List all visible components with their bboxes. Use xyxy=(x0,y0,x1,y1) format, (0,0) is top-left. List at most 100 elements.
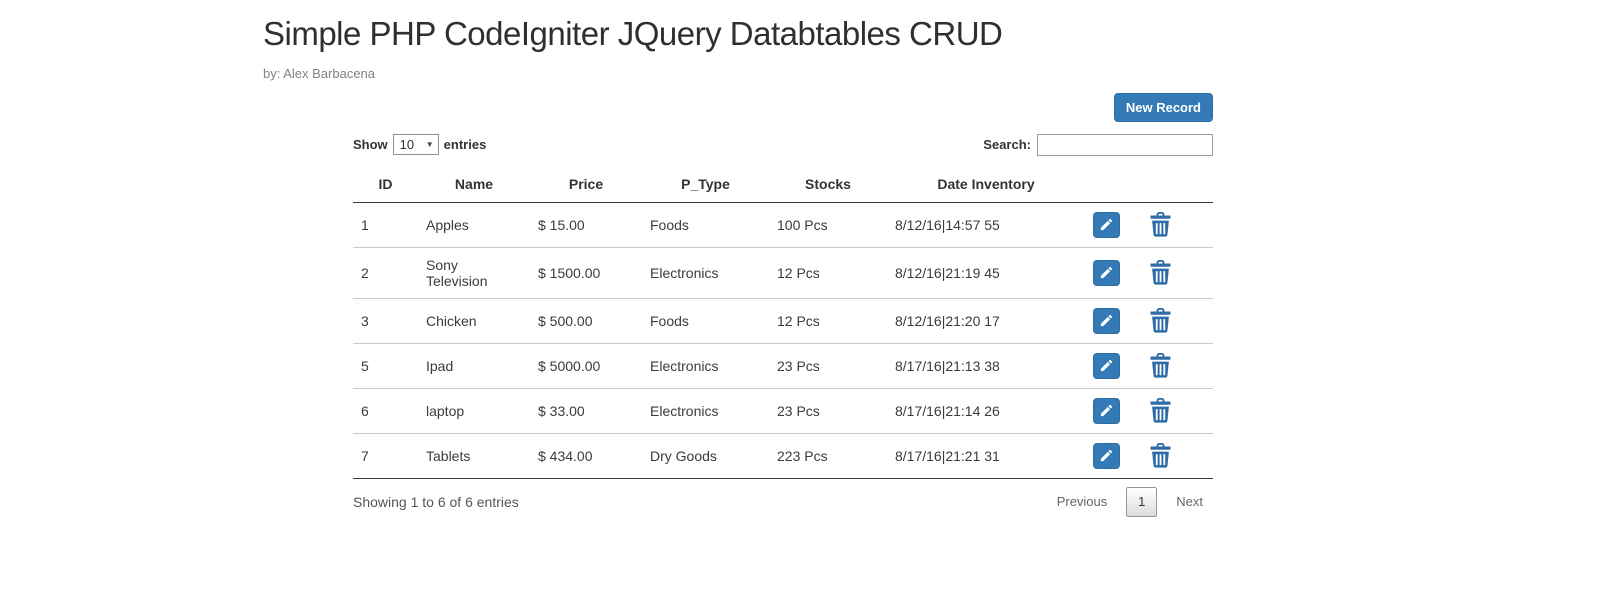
cell-name: Tablets xyxy=(418,433,530,479)
edit-button[interactable] xyxy=(1093,397,1120,424)
edit-button[interactable] xyxy=(1093,442,1120,469)
cell-date-inventory: 8/12/16|14:57 55 xyxy=(887,202,1085,248)
delete-button[interactable] xyxy=(1148,353,1174,379)
edit-button[interactable] xyxy=(1093,259,1120,286)
page-heading: Simple PHP CodeIgniter JQuery Databtable… xyxy=(263,0,1600,81)
pencil-icon xyxy=(1100,450,1113,462)
column-header-date-inventory[interactable]: Date Inventory xyxy=(887,167,1085,203)
cell-actions xyxy=(1085,247,1213,299)
table-row: 7 Tablets $ 434.00 Dry Goods 223 Pcs 8/1… xyxy=(353,433,1213,479)
cell-stocks: 23 Pcs xyxy=(769,388,887,434)
delete-button[interactable] xyxy=(1148,308,1174,334)
trash-icon xyxy=(1150,260,1171,286)
cell-name: laptop xyxy=(418,388,530,434)
search-label: Search: xyxy=(983,137,1031,153)
cell-name: Ipad xyxy=(418,343,530,389)
column-header-price[interactable]: Price xyxy=(530,167,642,203)
pencil-icon xyxy=(1100,219,1113,231)
cell-id: 7 xyxy=(353,433,418,479)
table-row: 2 Sony Television $ 1500.00 Electronics … xyxy=(353,247,1213,299)
cell-stocks: 23 Pcs xyxy=(769,343,887,389)
table-body: 1 Apples $ 15.00 Foods 100 Pcs 8/12/16|1… xyxy=(353,202,1213,479)
table-row: 6 laptop $ 33.00 Electronics 23 Pcs 8/17… xyxy=(353,388,1213,434)
products-table: ID Name Price P_Type Stocks Date Invento… xyxy=(353,167,1213,479)
delete-button[interactable] xyxy=(1148,398,1174,424)
cell-price: $ 33.00 xyxy=(530,388,642,434)
pencil-icon xyxy=(1100,315,1113,327)
cell-ptype: Foods xyxy=(642,202,769,248)
entries-label: entries xyxy=(443,137,487,153)
search-input[interactable] xyxy=(1037,133,1213,156)
edit-button[interactable] xyxy=(1093,307,1120,334)
cell-actions xyxy=(1085,202,1213,248)
delete-button[interactable] xyxy=(1148,443,1174,469)
delete-button[interactable] xyxy=(1148,212,1174,238)
chevron-down-icon: ▼ xyxy=(425,139,434,149)
cell-ptype: Dry Goods xyxy=(642,433,769,479)
page-number-button[interactable]: 1 xyxy=(1126,486,1158,517)
cell-id: 3 xyxy=(353,298,418,344)
trash-icon xyxy=(1150,398,1171,424)
cell-name: Sony Television xyxy=(418,247,530,299)
show-label: Show xyxy=(353,137,388,153)
cell-price: $ 434.00 xyxy=(530,433,642,479)
table-row: 3 Chicken $ 500.00 Foods 12 Pcs 8/12/16|… xyxy=(353,298,1213,344)
column-header-stocks[interactable]: Stocks xyxy=(769,167,887,203)
search-control: Search: xyxy=(983,133,1213,156)
column-header-id[interactable]: ID xyxy=(353,167,418,203)
cell-actions xyxy=(1085,388,1213,434)
cell-price: $ 15.00 xyxy=(530,202,642,248)
trash-icon xyxy=(1150,212,1171,238)
cell-date-inventory: 8/17/16|21:14 26 xyxy=(887,388,1085,434)
table-header: ID Name Price P_Type Stocks Date Invento… xyxy=(353,167,1213,203)
table-row: 1 Apples $ 15.00 Foods 100 Pcs 8/12/16|1… xyxy=(353,202,1213,248)
column-header-ptype[interactable]: P_Type xyxy=(642,167,769,203)
cell-price: $ 5000.00 xyxy=(530,343,642,389)
cell-name: Apples xyxy=(418,202,530,248)
previous-page-button[interactable]: Previous xyxy=(1056,494,1108,510)
trash-icon xyxy=(1150,353,1171,379)
datatable-controls: Show 10 ▼ entries Search: xyxy=(353,133,1213,156)
byline: by: Alex Barbacena xyxy=(263,65,376,81)
table-row: 5 Ipad $ 5000.00 Electronics 23 Pcs 8/17… xyxy=(353,343,1213,389)
column-header-actions xyxy=(1085,167,1213,203)
new-record-button[interactable]: New Record xyxy=(1113,92,1213,122)
edit-button[interactable] xyxy=(1093,211,1120,238)
entries-select-value: 10 xyxy=(399,137,415,153)
entries-info: Showing 1 to 6 of 6 entries xyxy=(353,493,519,510)
pencil-icon xyxy=(1100,267,1113,279)
table-footer: Showing 1 to 6 of 6 entries Previous 1 N… xyxy=(353,484,1213,520)
pencil-icon xyxy=(1100,360,1113,372)
pagination: Previous 1 Next xyxy=(1047,486,1213,517)
cell-id: 5 xyxy=(353,343,418,389)
edit-button[interactable] xyxy=(1093,352,1120,379)
cell-date-inventory: 8/17/16|21:21 31 xyxy=(887,433,1085,479)
entries-length-control: Show 10 ▼ entries xyxy=(353,134,487,156)
trash-icon xyxy=(1150,443,1171,469)
cell-actions xyxy=(1085,343,1213,389)
cell-id: 1 xyxy=(353,202,418,248)
cell-date-inventory: 8/17/16|21:13 38 xyxy=(887,343,1085,389)
cell-stocks: 12 Pcs xyxy=(769,298,887,344)
toolbar: New Record xyxy=(353,92,1213,122)
cell-date-inventory: 8/12/16|21:19 45 xyxy=(887,247,1085,299)
cell-ptype: Foods xyxy=(642,298,769,344)
cell-actions xyxy=(1085,298,1213,344)
cell-id: 2 xyxy=(353,247,418,299)
column-header-name[interactable]: Name xyxy=(418,167,530,203)
cell-date-inventory: 8/12/16|21:20 17 xyxy=(887,298,1085,344)
next-page-button[interactable]: Next xyxy=(1176,494,1203,510)
datatable-area: New Record Show 10 ▼ entries Search: ID … xyxy=(353,92,1213,520)
entries-select[interactable]: 10 ▼ xyxy=(392,134,439,156)
cell-stocks: 223 Pcs xyxy=(769,433,887,479)
cell-stocks: 100 Pcs xyxy=(769,202,887,248)
cell-ptype: Electronics xyxy=(642,343,769,389)
cell-id: 6 xyxy=(353,388,418,434)
delete-button[interactable] xyxy=(1148,260,1174,286)
cell-actions xyxy=(1085,433,1213,479)
cell-price: $ 1500.00 xyxy=(530,247,642,299)
table-header-row: ID Name Price P_Type Stocks Date Invento… xyxy=(353,167,1213,203)
cell-name: Chicken xyxy=(418,298,530,344)
trash-icon xyxy=(1150,308,1171,334)
